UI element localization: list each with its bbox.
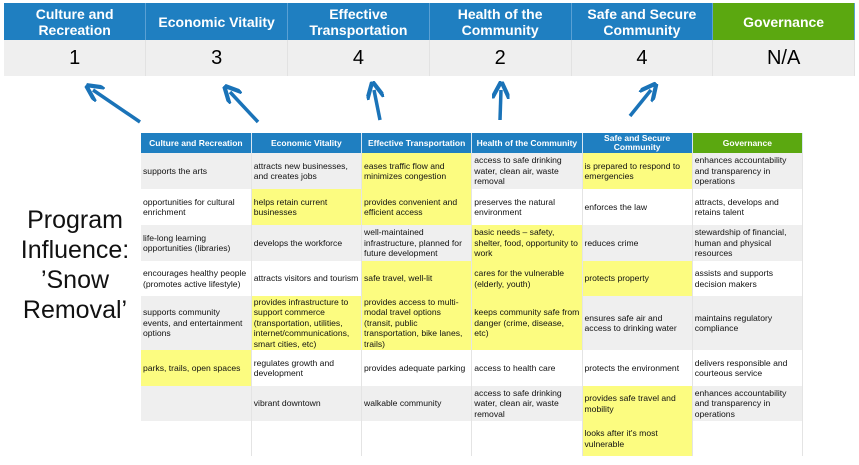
- matrix-header-safe: Safe and Secure Community: [582, 133, 693, 153]
- matrix-cell: stewardship of financial, human and phys…: [692, 225, 804, 261]
- arrow-icon: [230, 92, 260, 124]
- matrix-header-culture: Culture and Recreation: [141, 133, 252, 153]
- matrix-cell: vibrant downtown: [251, 386, 363, 421]
- matrix-cell: assists and supports decision makers: [692, 261, 804, 296]
- matrix-header-governance: Governance: [692, 133, 804, 153]
- table-row: opportunities for cultural enrichment hel…: [141, 189, 804, 225]
- summary-header-culture: Culture and Recreation: [4, 3, 147, 40]
- matrix-cell: provides access to multi-modal travel op…: [361, 296, 473, 350]
- matrix-cell: protects the environment: [582, 350, 693, 386]
- arrow-icon: [374, 90, 380, 121]
- matrix-cell: walkable community: [361, 386, 473, 421]
- score-transportation: 4: [287, 40, 430, 76]
- summary-score-row: 1 3 4 2 4 N/A: [4, 40, 855, 76]
- matrix-cell: enhances accountability and transparency…: [692, 386, 804, 421]
- matrix-cell: attracts, develops and retains talent: [692, 189, 804, 225]
- arrow-icon: [628, 90, 651, 118]
- table-row: parks, trails, open spaces regulates grow…: [141, 350, 804, 386]
- score-economic: 3: [145, 40, 288, 76]
- matrix-cell: [471, 421, 583, 456]
- matrix-cell: develops the workforce: [251, 225, 363, 261]
- matrix-cell: access to safe drinking water, clean air…: [471, 153, 583, 189]
- arrow-icon: [500, 90, 501, 121]
- summary-header-safe: Safe and Secure Community: [571, 3, 714, 40]
- matrix-cell: access to health care: [471, 350, 583, 386]
- matrix-header-health: Health of the Community: [471, 133, 583, 153]
- matrix-cell: attracts visitors and tourism: [251, 261, 363, 296]
- score-summary-table: Culture and Recreation Economic Vitality…: [4, 3, 855, 76]
- matrix-cell: attracts new businesses, and creates job…: [251, 153, 363, 189]
- matrix-cell: cares for the vulnerable (elderly, youth…: [471, 261, 583, 296]
- matrix-cell: supports the arts: [141, 153, 252, 189]
- matrix-header-row: Culture and Recreation Economic Vitality…: [141, 133, 804, 153]
- matrix-cell: looks after it's most vulnerable: [582, 421, 693, 456]
- summary-header-governance: Governance: [712, 3, 855, 40]
- table-row: vibrant downtown walkable community access…: [141, 386, 804, 421]
- matrix-cell: regulates growth and development: [251, 350, 363, 386]
- table-row: encourages healthy people (promotes acti…: [141, 261, 804, 296]
- summary-header-row: Culture and Recreation Economic Vitality…: [4, 3, 855, 40]
- score-governance: N/A: [712, 40, 855, 76]
- matrix-cell: provides adequate parking: [361, 350, 473, 386]
- matrix-cell: parks, trails, open spaces: [141, 350, 252, 386]
- matrix-cell: provides safe travel and mobility: [582, 386, 693, 421]
- summary-header-transportation: Effective Transportation: [287, 3, 430, 40]
- matrix-cell: supports community events, and entertain…: [141, 296, 252, 350]
- matrix-cell: provides infrastructure to support comme…: [251, 296, 363, 350]
- program-influence-label: Program Influence: ’Snow Removal’: [20, 206, 130, 324]
- matrix-cell: delivers responsible and courteous servi…: [692, 350, 804, 386]
- matrix-cell: [141, 421, 252, 456]
- score-safe: 4: [571, 40, 714, 76]
- score-health: 2: [429, 40, 572, 76]
- table-row: looks after it's most vulnerable: [141, 421, 804, 456]
- table-row: supports community events, and entertain…: [141, 296, 804, 350]
- matrix-header-economic: Economic Vitality: [251, 133, 363, 153]
- score-culture: 1: [4, 40, 147, 76]
- table-row: supports the arts attracts new businesses…: [141, 153, 804, 189]
- matrix-cell: is prepared to respond to emergencies: [582, 153, 693, 189]
- matrix-cell: [361, 421, 473, 456]
- matrix-cell: access to safe drinking water, clean air…: [471, 386, 583, 421]
- matrix-cell: preserves the natural environment: [471, 189, 583, 225]
- matrix-cell: protects property: [582, 261, 693, 296]
- summary-header-health: Health of the Community: [429, 3, 572, 40]
- matrix-cell: [141, 386, 252, 421]
- matrix-header-transportation: Effective Transportation: [361, 133, 473, 153]
- matrix-cell: keeps community safe from danger (crime,…: [471, 296, 583, 350]
- matrix-cell: life-long learning opportunities (librar…: [141, 225, 252, 261]
- matrix-cell: opportunities for cultural enrichment: [141, 189, 252, 225]
- matrix-cell: enhances accountability and transparency…: [692, 153, 804, 189]
- matrix-cell: reduces crime: [582, 225, 693, 261]
- matrix-cell: enforces the law: [582, 189, 693, 225]
- matrix-cell: helps retain current businesses: [251, 189, 363, 225]
- matrix-cell: [251, 421, 363, 456]
- matrix-cell: provides convenient and efficient access: [361, 189, 473, 225]
- matrix-cell: well-maintained infrastructure, planned …: [361, 225, 473, 261]
- table-row: life-long learning opportunities (librar…: [141, 225, 804, 261]
- matrix-cell: [692, 421, 804, 456]
- matrix-cell: encourages healthy people (promotes acti…: [141, 261, 252, 296]
- arrow-icon: [93, 90, 141, 124]
- matrix-cell: ensures safe air and access to drinking …: [582, 296, 693, 350]
- summary-header-economic: Economic Vitality: [145, 3, 288, 40]
- matrix-cell: basic needs – safety, shelter, food, opp…: [471, 225, 583, 261]
- matrix-cell: eases traffic flow and minimizes congest…: [361, 153, 473, 189]
- influence-matrix-table: Culture and Recreation Economic Vitality…: [141, 133, 804, 456]
- matrix-cell: maintains regulatory compliance: [692, 296, 804, 350]
- matrix-cell: safe travel, well-lit: [361, 261, 473, 296]
